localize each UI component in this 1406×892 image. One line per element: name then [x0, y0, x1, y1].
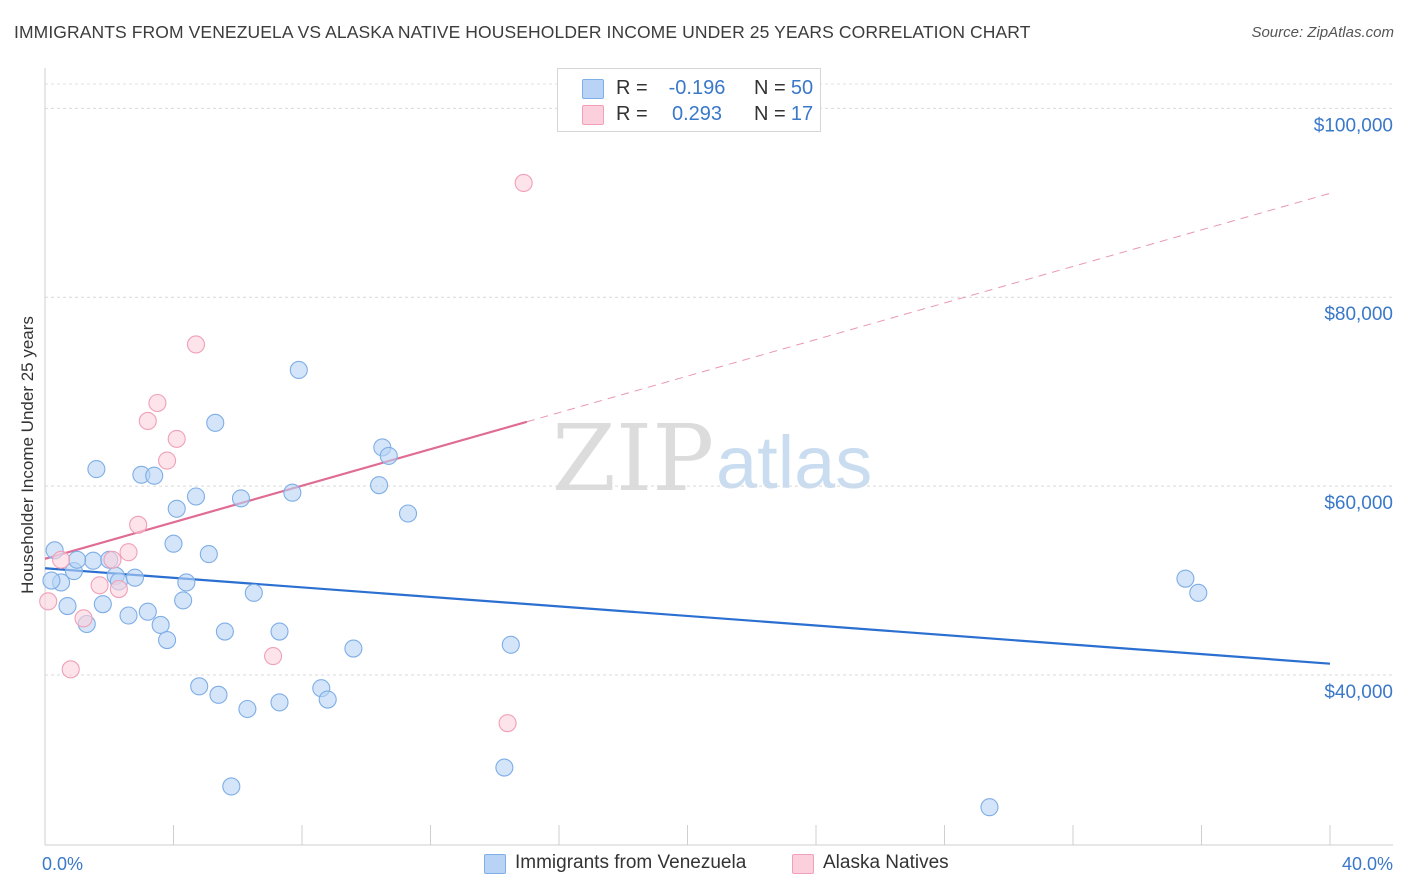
legend-swatch-venezuela: [582, 79, 604, 99]
legend-n-value: 50: [790, 77, 814, 99]
point-venezuela: [42, 571, 61, 590]
x-tick-label-min: 0.0%: [42, 854, 83, 874]
legend-r-value: 0.293: [671, 103, 723, 125]
point-venezuela: [119, 606, 138, 625]
point-venezuela: [186, 487, 206, 506]
point-venezuela: [209, 685, 228, 704]
point-alaska: [167, 429, 186, 448]
point-alaska: [498, 714, 517, 733]
point-venezuela: [244, 583, 263, 602]
point-venezuela: [501, 635, 520, 654]
bottom-legend-swatch-alaska: [792, 854, 814, 874]
point-venezuela: [177, 573, 196, 592]
x-tick-label-max: 40.0%: [1342, 854, 1393, 874]
point-alaska: [103, 550, 122, 569]
tick-labels: $100,000 $80,000 $60,000 $40,000 0.0% 40.0%: [42, 115, 1393, 874]
point-venezuela: [398, 504, 418, 523]
point-venezuela: [125, 568, 144, 587]
legend-r-label: R =: [616, 103, 648, 125]
trend-line-dashed-1: [526, 192, 1331, 423]
grid-lines: [45, 83, 1393, 676]
point-venezuela: [164, 534, 183, 553]
point-alaska: [129, 515, 148, 534]
point-alaska: [74, 609, 93, 628]
point-alaska: [39, 592, 58, 611]
point-venezuela: [167, 499, 186, 518]
legend-r-value: -0.196: [668, 77, 726, 99]
y-tick-label: $80,000: [1324, 304, 1393, 325]
axes: [44, 68, 1393, 846]
point-venezuela: [138, 602, 157, 621]
bottom-legend-label-venezuela: Immigrants from Venezuela: [515, 852, 747, 873]
point-alaska: [61, 660, 80, 679]
point-alaska: [158, 451, 177, 470]
point-venezuela: [379, 446, 398, 465]
y-tick-label: $40,000: [1324, 682, 1393, 703]
point-venezuela: [199, 545, 218, 564]
y-tick-label: $60,000: [1324, 493, 1393, 514]
point-alaska: [90, 576, 109, 595]
point-venezuela: [1189, 583, 1208, 602]
point-venezuela: [222, 777, 241, 796]
point-venezuela: [58, 597, 77, 616]
legend-n-label: N =: [754, 77, 786, 99]
point-venezuela: [270, 622, 289, 641]
point-venezuela: [84, 551, 103, 570]
point-alaska: [109, 580, 128, 599]
legend-n-label: N =: [754, 103, 786, 125]
point-alaska: [264, 647, 283, 666]
bottom-legend-label-alaska: Alaska Natives: [823, 852, 949, 873]
legend-r-label: R =: [616, 77, 648, 99]
point-venezuela: [370, 476, 389, 495]
point-venezuela: [289, 360, 308, 379]
point-venezuela: [238, 699, 257, 719]
point-venezuela: [151, 615, 170, 634]
point-alaska: [148, 393, 167, 413]
point-venezuela: [495, 758, 514, 777]
point-venezuela: [174, 591, 193, 610]
point-alaska: [186, 335, 206, 354]
point-venezuela: [158, 631, 177, 650]
data-points: [39, 173, 1208, 817]
point-venezuela: [283, 483, 302, 502]
point-alaska: [119, 543, 138, 562]
point-venezuela: [68, 550, 87, 569]
point-venezuela: [145, 466, 164, 485]
point-venezuela: [318, 690, 337, 709]
point-venezuela: [190, 677, 209, 696]
legend-swatch-alaska: [582, 105, 604, 125]
trend-line-0: [44, 567, 1331, 665]
bottom-legend-swatch-venezuela: [484, 854, 506, 874]
watermark-zip: ZIP: [552, 405, 714, 512]
point-venezuela: [93, 595, 112, 614]
point-venezuela: [980, 798, 999, 817]
chart-title: IMMIGRANTS FROM VENEZUELA VS ALASKA NATI…: [14, 22, 1031, 42]
legend-n-value: 17: [790, 103, 814, 125]
point-venezuela: [206, 413, 225, 432]
stats-legend: R = -0.196 N = 50 R = 0.293 N = 17: [557, 68, 821, 132]
point-alaska: [52, 550, 71, 569]
point-alaska: [138, 411, 157, 430]
watermark-atlas: atlas: [716, 421, 872, 504]
y-tick-label: $100,000: [1314, 115, 1393, 136]
point-venezuela: [87, 460, 106, 479]
point-alaska: [514, 173, 533, 192]
point-venezuela: [231, 489, 251, 508]
point-venezuela: [270, 693, 289, 712]
point-venezuela: [344, 639, 363, 658]
point-venezuela: [215, 622, 234, 641]
source-label: Source: ZipAtlas.com: [1251, 24, 1394, 41]
point-venezuela: [1176, 569, 1195, 588]
